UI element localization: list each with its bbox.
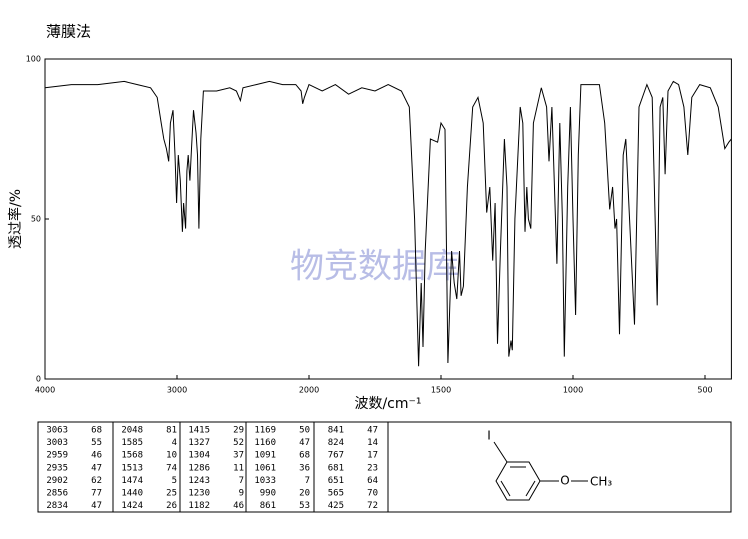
peak-transmittance: 23 [367,463,378,473]
peak-transmittance: 72 [367,501,378,511]
peak-transmittance: 62 [91,476,102,486]
peak-transmittance: 46 [91,451,102,461]
peak-transmittance: 52 [233,438,244,448]
peak-transmittance: 68 [299,451,310,461]
peak-wavenumber: 2048 [121,426,143,436]
peak-transmittance: 25 [166,489,177,499]
peak-wavenumber: 2856 [46,489,68,499]
peak-transmittance: 47 [91,501,102,511]
peak-wavenumber: 1061 [254,463,276,473]
x-tick-label: 500 [697,386,712,395]
peak-transmittance: 7 [239,476,244,486]
peak-wavenumber: 3063 [46,426,68,436]
peak-transmittance: 74 [166,463,177,473]
y-tick-label: 100 [26,55,41,64]
peak-transmittance: 36 [299,463,310,473]
peak-wavenumber: 1286 [188,463,210,473]
y-tick-label: 0 [36,375,41,384]
peak-wavenumber: 1474 [121,476,143,486]
peak-transmittance: 4 [172,438,177,448]
peak-wavenumber: 861 [260,501,276,511]
atom-label: CH₃ [590,475,612,489]
peak-wavenumber: 2935 [46,463,68,473]
peak-transmittance: 47 [367,426,378,436]
peak-wavenumber: 1585 [121,438,143,448]
peak-wavenumber: 990 [260,489,276,499]
peak-transmittance: 50 [299,426,310,436]
y-tick-label: 50 [31,215,41,224]
peak-transmittance: 10 [166,451,177,461]
x-tick-label: 4000 [35,386,55,395]
spectrum-line [44,80,732,367]
peak-wavenumber: 1440 [121,489,143,499]
peak-wavenumber: 2959 [46,451,68,461]
peak-wavenumber: 425 [328,501,344,511]
x-tick-label: 2000 [299,386,319,395]
peak-transmittance: 64 [367,476,378,486]
peak-wavenumber: 1160 [254,438,276,448]
peak-wavenumber: 3003 [46,438,68,448]
peak-transmittance: 26 [166,501,177,511]
peak-transmittance: 29 [233,426,244,436]
x-tick-label: 1000 [563,386,583,395]
peak-transmittance: 68 [91,426,102,436]
peak-wavenumber: 2902 [46,476,68,486]
peak-wavenumber: 1415 [188,426,210,436]
peak-transmittance: 9 [239,489,244,499]
x-tick-label: 1500 [431,386,451,395]
peak-transmittance: 81 [166,426,177,436]
peak-wavenumber: 1033 [254,476,276,486]
table-frame [37,421,732,513]
peak-wavenumber: 841 [328,426,344,436]
peak-wavenumber: 1327 [188,438,210,448]
atom-label: I [487,429,491,443]
peak-wavenumber: 681 [328,463,344,473]
atom-label: O [560,474,569,488]
watermark: 物竞数据库 [290,247,460,287]
peak-transmittance: 47 [299,438,310,448]
peak-wavenumber: 651 [328,476,344,486]
peak-transmittance: 5 [172,476,177,486]
peak-wavenumber: 1091 [254,451,276,461]
peak-wavenumber: 1230 [188,489,210,499]
peak-wavenumber: 2834 [46,501,68,511]
x-axis-label: 波数/cm⁻¹ [354,396,421,412]
peak-wavenumber: 1304 [188,451,210,461]
peak-transmittance: 14 [367,438,378,448]
bond [493,441,508,463]
peak-transmittance: 53 [299,501,310,511]
peak-transmittance: 37 [233,451,244,461]
peak-wavenumber: 767 [328,451,344,461]
peak-transmittance: 77 [91,489,102,499]
peak-transmittance: 11 [233,463,244,473]
double-bond [525,480,536,497]
peak-wavenumber: 1513 [121,463,143,473]
peak-wavenumber: 1243 [188,476,210,486]
ring [495,461,541,501]
plot-frame [44,58,732,380]
structure [493,441,588,501]
peak-transmittance: 7 [305,476,310,486]
peak-transmittance: 55 [91,438,102,448]
peak-wavenumber: 1182 [188,501,210,511]
x-tick-label: 3000 [167,386,187,395]
peak-wavenumber: 1424 [121,501,143,511]
double-bond [500,480,511,497]
peak-wavenumber: 1169 [254,426,276,436]
peak-transmittance: 17 [367,451,378,461]
peak-transmittance: 70 [367,489,378,499]
y-axis-label: 透过率/% [7,189,24,249]
chart-title: 薄膜法 [46,23,91,41]
peak-wavenumber: 1568 [121,451,143,461]
peak-wavenumber: 824 [328,438,344,448]
peak-transmittance: 47 [91,463,102,473]
peak-wavenumber: 565 [328,489,344,499]
peak-transmittance: 20 [299,489,310,499]
peak-transmittance: 46 [233,501,244,511]
